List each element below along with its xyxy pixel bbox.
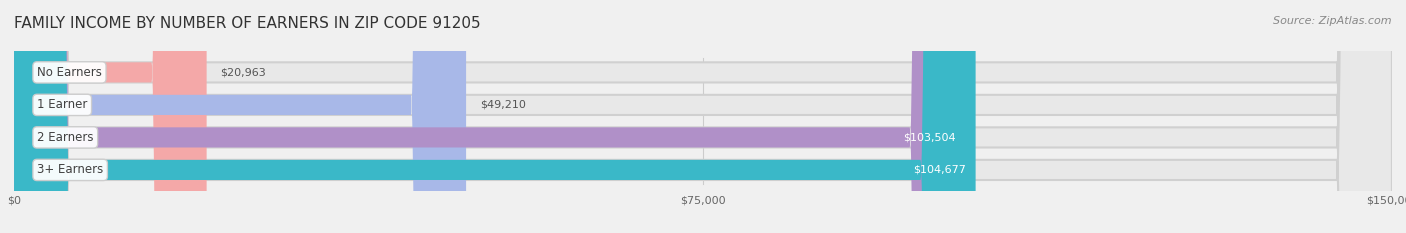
Text: $103,504: $103,504: [903, 132, 956, 142]
Text: 3+ Earners: 3+ Earners: [37, 163, 103, 176]
Text: No Earners: No Earners: [37, 66, 101, 79]
Text: $49,210: $49,210: [479, 100, 526, 110]
Text: 1 Earner: 1 Earner: [37, 98, 87, 111]
FancyBboxPatch shape: [14, 0, 207, 233]
Text: $20,963: $20,963: [221, 67, 266, 77]
Text: $104,677: $104,677: [914, 165, 966, 175]
FancyBboxPatch shape: [14, 0, 1392, 233]
Text: Source: ZipAtlas.com: Source: ZipAtlas.com: [1274, 16, 1392, 26]
FancyBboxPatch shape: [14, 0, 976, 233]
FancyBboxPatch shape: [14, 0, 467, 233]
FancyBboxPatch shape: [14, 0, 1392, 233]
Text: FAMILY INCOME BY NUMBER OF EARNERS IN ZIP CODE 91205: FAMILY INCOME BY NUMBER OF EARNERS IN ZI…: [14, 16, 481, 31]
FancyBboxPatch shape: [14, 0, 1392, 233]
FancyBboxPatch shape: [14, 0, 965, 233]
FancyBboxPatch shape: [14, 0, 1392, 233]
Text: 2 Earners: 2 Earners: [37, 131, 94, 144]
